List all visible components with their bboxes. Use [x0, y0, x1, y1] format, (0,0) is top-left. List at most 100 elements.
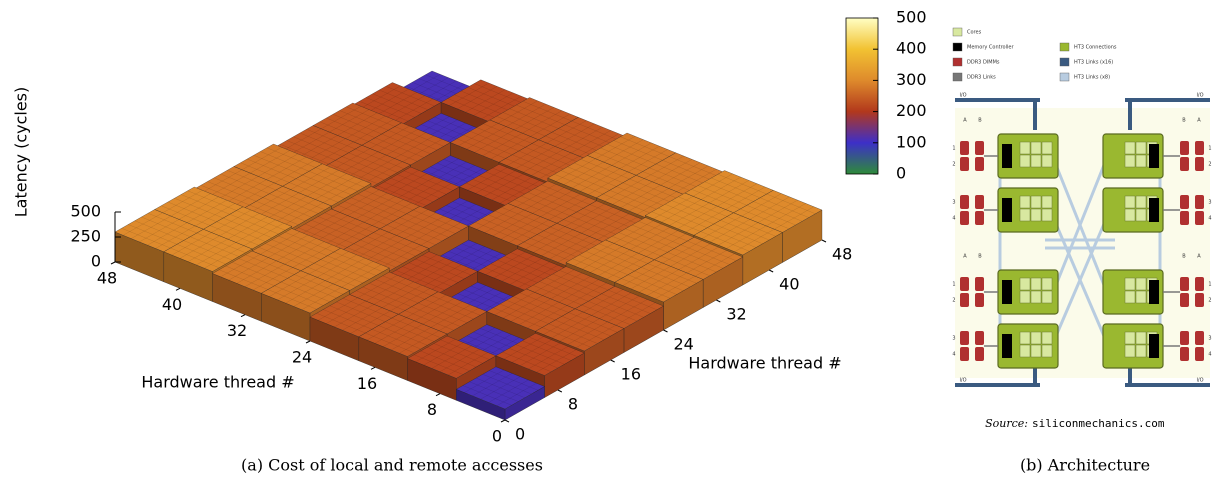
colorbar-tick-label: 100 [896, 132, 927, 151]
core [1135, 154, 1147, 168]
bar-grid [678, 246, 719, 270]
bar-grid [411, 183, 452, 207]
core [1019, 277, 1031, 291]
bar-grid [460, 90, 510, 111]
core [1135, 344, 1147, 358]
dimm [975, 211, 984, 225]
row-label: 1 [1208, 146, 1211, 152]
bar-grid [537, 234, 586, 255]
row-label: 2 [952, 298, 955, 304]
bar-grid [511, 298, 551, 322]
bar-grid [258, 247, 308, 268]
colorbar-tick-label: 400 [896, 39, 927, 58]
bar-grid [753, 201, 803, 222]
slot-label: B [978, 118, 982, 124]
bar-grid [295, 178, 345, 199]
bar-grid [271, 239, 321, 260]
memory-controller [1149, 144, 1159, 168]
bar-grid [580, 159, 630, 180]
bar-grid [482, 374, 532, 395]
bar-top [495, 333, 585, 376]
bar-grid [346, 154, 387, 178]
bar-grid [702, 215, 742, 239]
bar-grid [548, 197, 589, 221]
bar-grid [170, 193, 211, 217]
bar-grid [366, 236, 416, 257]
bar-grid [406, 294, 447, 318]
bar-grid [251, 189, 291, 213]
x-tick-label: 24 [292, 348, 312, 367]
bar-grid [497, 259, 547, 280]
bar-grid [219, 269, 268, 290]
bar-grid [618, 232, 668, 253]
x-tick [370, 366, 376, 370]
bar-grid [393, 98, 434, 122]
bar-grid [571, 130, 611, 154]
bar-grid [588, 301, 638, 322]
bar-grid [382, 285, 422, 308]
bar-grid [351, 197, 400, 218]
bar-grid [592, 247, 642, 268]
bar-grid [613, 140, 663, 161]
bar-grid [277, 277, 318, 300]
bar-grid [483, 123, 533, 144]
bar-grid [509, 348, 558, 369]
bar-grid [333, 261, 374, 285]
bar-grid [509, 219, 549, 243]
slot-label: B [978, 254, 982, 260]
bar-grid [365, 97, 415, 118]
bar-grid [324, 212, 374, 233]
bar-grid [492, 167, 542, 188]
bar-grid [497, 100, 538, 124]
bar-grid [218, 176, 259, 200]
bar-grid [229, 214, 279, 235]
bar-grid [204, 245, 245, 269]
bar-grid [202, 169, 243, 193]
dimm [1195, 277, 1204, 291]
legend-swatch [952, 72, 963, 82]
bar-grid [346, 106, 395, 127]
bar-grid [480, 376, 521, 400]
bar-grid [519, 302, 559, 325]
bar-grid [539, 156, 580, 179]
bar-grid [647, 272, 687, 296]
bar-grid [581, 210, 621, 234]
dimm [1180, 331, 1189, 345]
bar-grid [250, 150, 290, 174]
legend-label: DDR3 DIMMs [967, 60, 1000, 66]
bar-grid [344, 201, 394, 222]
bar-grid [339, 110, 389, 131]
bar-grid [274, 285, 324, 306]
y-tick [716, 299, 721, 303]
bar-grid [421, 264, 462, 288]
bar-grid [373, 281, 414, 305]
legend-label: Cores [967, 30, 982, 36]
bar-grid [240, 162, 290, 183]
bar-grid [378, 129, 418, 152]
bar-grid [171, 232, 212, 256]
bar-grid [388, 130, 438, 151]
bar-grid [219, 213, 260, 236]
core [1019, 344, 1031, 358]
bar-grid [513, 296, 562, 317]
bar-grid [481, 96, 522, 119]
bar-grid [641, 267, 690, 288]
bar-grid [476, 206, 517, 230]
bar-grid [278, 235, 328, 256]
x-tick [175, 287, 181, 291]
bar-grid [253, 267, 293, 291]
bar-grid [475, 222, 524, 243]
bar-grid [522, 340, 572, 361]
bar-grid [418, 302, 467, 323]
bar-grid [372, 93, 422, 114]
bar-grid [521, 195, 571, 216]
colorbar-tick-label: 500 [896, 8, 927, 27]
bar-grid [299, 132, 349, 153]
bar-grid [280, 144, 329, 165]
legend-swatch [1059, 72, 1070, 82]
bar-grid [439, 349, 480, 372]
bar-grid [234, 182, 275, 206]
bar-grid [283, 202, 324, 226]
dimm [975, 195, 984, 209]
bar-grid [766, 193, 816, 214]
